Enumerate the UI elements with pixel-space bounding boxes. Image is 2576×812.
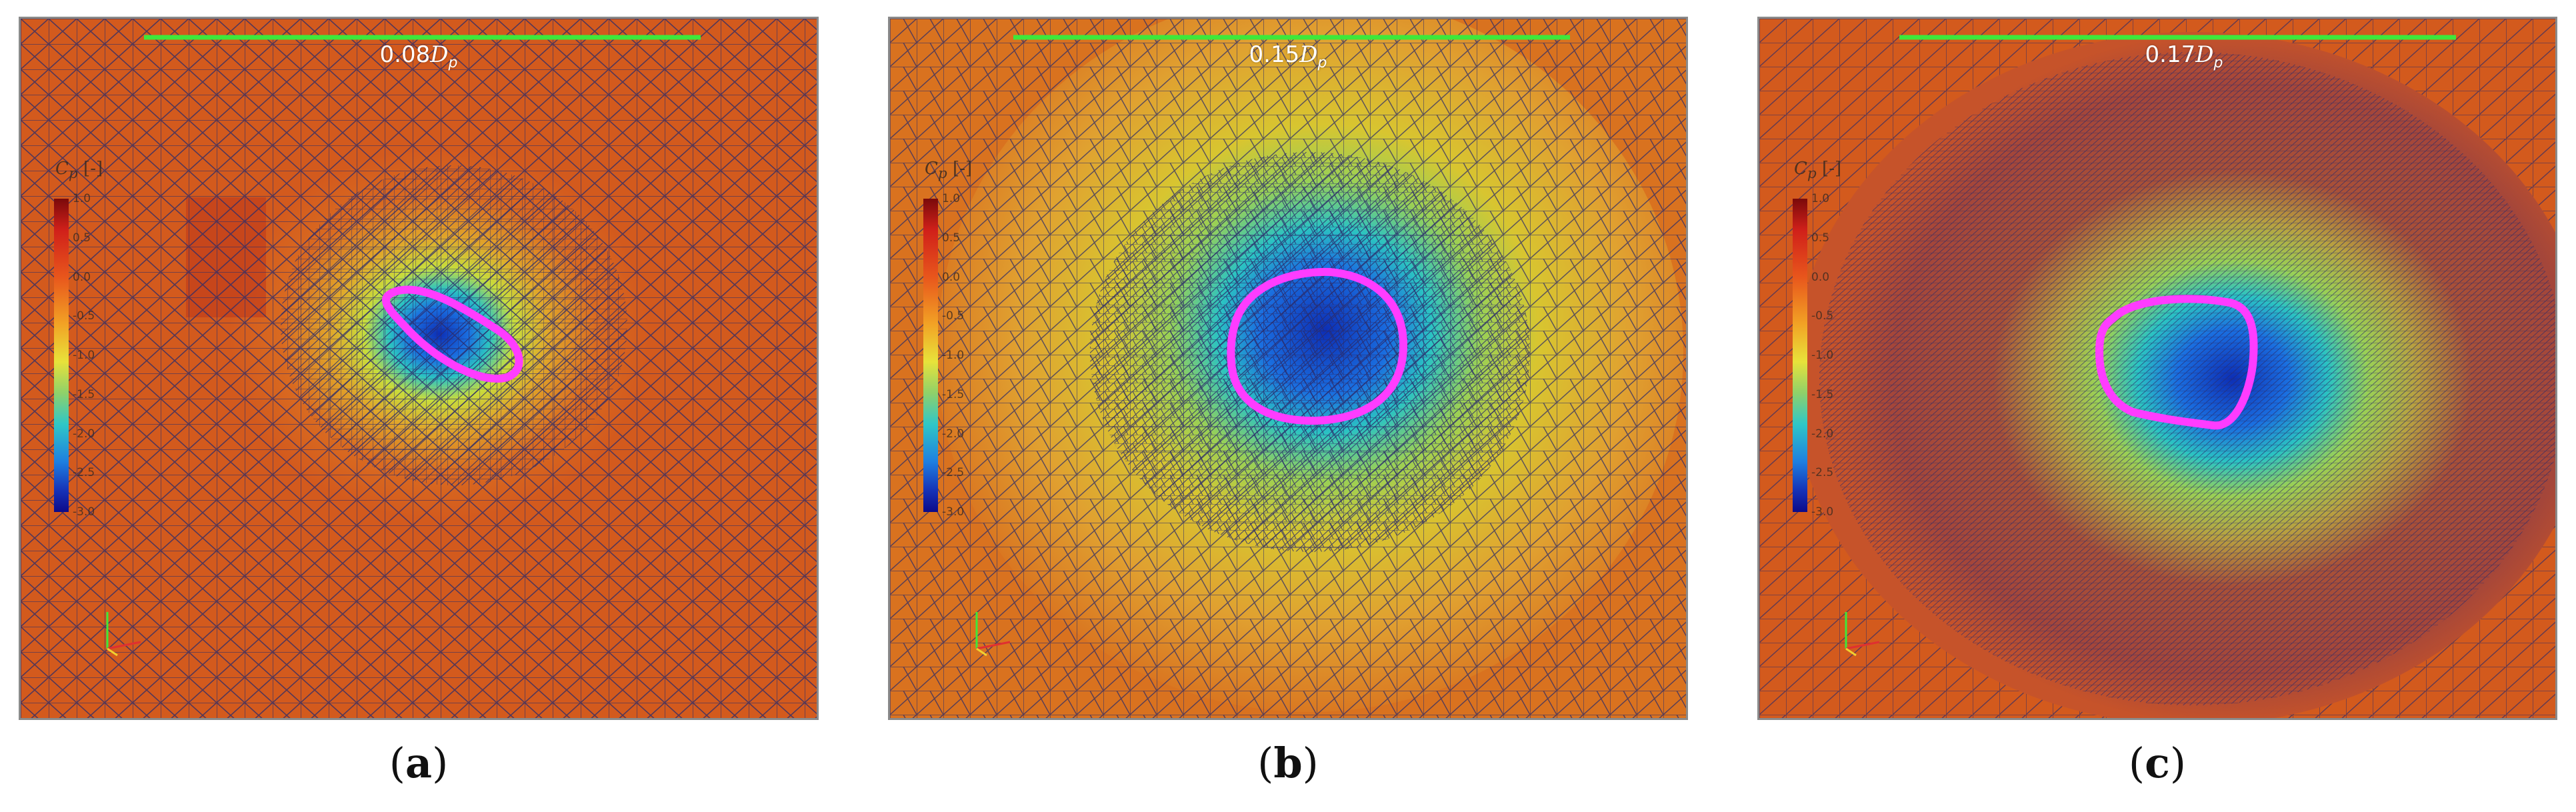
- colorbar-title-c: Cp [-]: [1794, 159, 1842, 183]
- axis-triad-icon-b: [975, 612, 1011, 657]
- colorbar-a: [54, 199, 69, 512]
- scale-label-a: 0.08Dp: [379, 41, 458, 71]
- caption-c: (c): [2128, 739, 2187, 787]
- pressure-field-b: [890, 19, 1686, 718]
- contour-outline-c: [2095, 295, 2258, 430]
- caption-a: (a): [389, 739, 449, 787]
- colorbar-ticks-a: 1.0 0.5 0.0 -0.5 -1.0 -1.5 -2.0 -2.5 -3.…: [73, 192, 95, 519]
- colorbar-b: [923, 199, 938, 512]
- scale-label-c: 0.17Dp: [2145, 41, 2223, 71]
- colorbar-title-a: Cp [-]: [55, 159, 103, 183]
- scale-label-b: 0.15Dp: [1249, 41, 1327, 71]
- axis-triad-icon-a: [106, 612, 141, 657]
- panel-c: 0.17Dp Cp [-] 1.0 0.5 0.0 -0.5 -1.0 -1.5…: [1757, 17, 2557, 720]
- axis-triad-icon-c: [1845, 612, 1880, 657]
- caption-b: (b): [1257, 739, 1319, 787]
- pressure-field-a: [21, 19, 817, 718]
- colorbar-ticks-b: 1.0 0.5 0.0 -0.5 -1.0 -1.5 -2.0 -2.5 -3.…: [942, 192, 965, 519]
- colorbar-ticks-c: 1.0 0.5 0.0 -0.5 -1.0 -1.5 -2.0 -2.5 -3.…: [1811, 192, 1834, 519]
- contour-outline-b: [1227, 267, 1408, 425]
- pressure-field-c: [1759, 19, 2555, 718]
- contour-outline-a: [382, 285, 523, 383]
- panel-a: 0.08Dp Cp [-] 1.0 0.5 0.0 -0.5 -1.0 -1.5…: [19, 17, 819, 720]
- panel-b: 0.15Dp Cp [-] 1.0 0.5 0.0 -0.5 -1.0 -1.5…: [888, 17, 1688, 720]
- colorbar-c: [1793, 199, 1807, 512]
- colorbar-title-b: Cp [-]: [925, 159, 973, 183]
